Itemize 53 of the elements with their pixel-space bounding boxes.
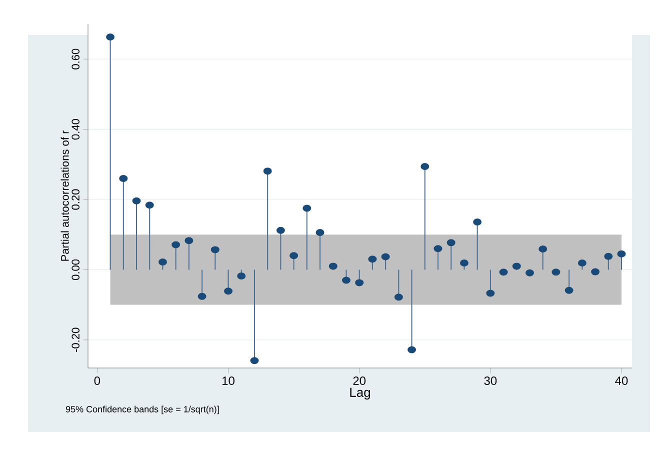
point <box>158 258 167 266</box>
point <box>526 269 534 276</box>
point <box>512 262 521 270</box>
point <box>446 239 456 246</box>
x-tick-label: 30 <box>484 376 497 386</box>
point <box>591 268 600 276</box>
point <box>276 226 285 234</box>
point <box>316 228 324 236</box>
x-tick-label: 10 <box>222 376 234 386</box>
point <box>302 204 312 212</box>
point <box>578 260 586 267</box>
x-axis-title: Lag <box>350 388 370 400</box>
point <box>328 262 338 270</box>
point <box>460 260 468 267</box>
x-tick-label: 40 <box>615 376 628 386</box>
point <box>434 245 442 252</box>
x-tick-label: 20 <box>353 376 366 386</box>
point <box>486 290 495 297</box>
point <box>106 33 115 40</box>
point <box>237 272 246 280</box>
point <box>172 241 180 248</box>
point <box>198 292 206 300</box>
point <box>145 202 154 209</box>
text: 95% Confidence bands [se = 1/sqrt(n)] <box>66 406 219 414</box>
y-tick-label: -0.20 <box>72 328 80 352</box>
point <box>210 246 220 254</box>
point <box>617 250 626 258</box>
point <box>224 288 233 295</box>
point <box>381 253 390 260</box>
point <box>119 174 128 182</box>
point <box>250 357 259 364</box>
point <box>420 163 430 170</box>
x-tick-label: 0 <box>94 376 100 386</box>
point <box>604 252 613 260</box>
point <box>368 256 377 263</box>
point <box>263 168 272 175</box>
y-tick-label: 0.60 <box>72 48 80 70</box>
y-tick-label: 0.20 <box>72 189 80 210</box>
y-tick-label: 0.00 <box>72 259 80 280</box>
y-axis-title: Partial autocorrelations of r <box>60 130 69 261</box>
point <box>132 197 141 204</box>
y-tick-label: 0.40 <box>72 119 80 140</box>
point <box>552 268 560 276</box>
point <box>473 218 482 226</box>
point <box>538 245 548 252</box>
point <box>564 286 574 294</box>
point <box>394 294 403 301</box>
point <box>342 276 350 284</box>
point <box>290 252 298 260</box>
point <box>355 279 364 286</box>
point <box>499 268 508 276</box>
point <box>408 346 416 354</box>
point <box>184 237 194 244</box>
